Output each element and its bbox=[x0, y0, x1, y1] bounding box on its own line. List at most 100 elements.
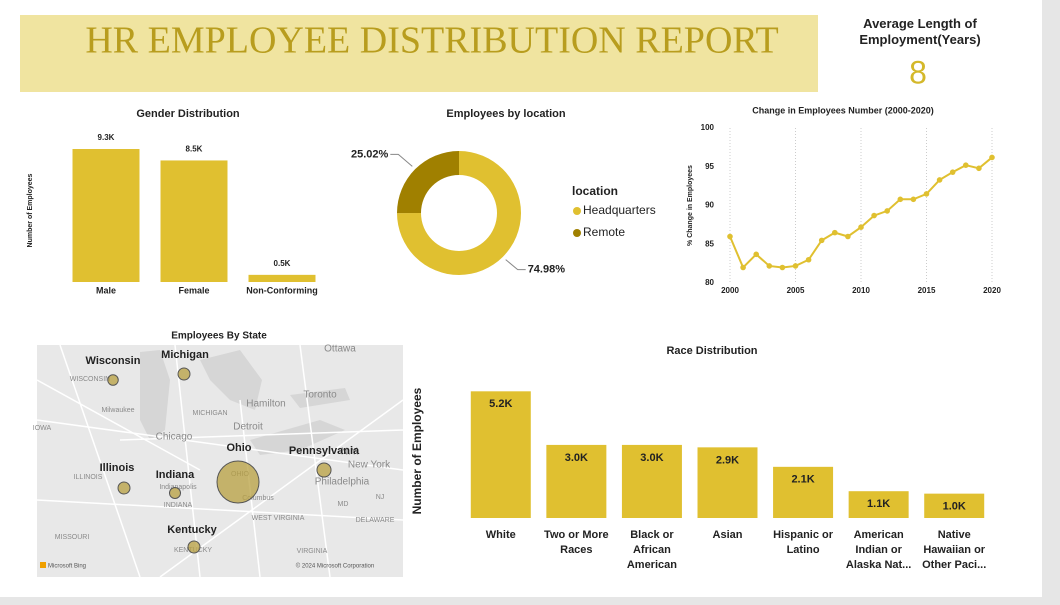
leader-line bbox=[505, 259, 526, 271]
donut-slice bbox=[397, 151, 459, 214]
state-bubble bbox=[168, 486, 182, 500]
y-axis-label: Number of Employees bbox=[410, 387, 424, 514]
state-bubble bbox=[316, 462, 332, 478]
legend-swatch bbox=[573, 207, 581, 215]
road bbox=[159, 399, 404, 578]
title-banner bbox=[20, 15, 818, 92]
chart-title: Race Distribution bbox=[666, 345, 757, 357]
value-label: 9.3K bbox=[98, 133, 115, 142]
map-place-label: NJ bbox=[376, 494, 385, 501]
chart-title: Employees by location bbox=[446, 108, 565, 120]
value-label: 2.1K bbox=[791, 474, 814, 486]
point bbox=[727, 233, 733, 240]
point bbox=[792, 263, 799, 269]
value-label: 5.2K bbox=[489, 398, 512, 410]
map-place-label: Ottawa bbox=[324, 344, 356, 355]
chart-title: Change in Employees Number (2000-2020) bbox=[752, 105, 934, 115]
y-tick-label: 90 bbox=[705, 201, 714, 210]
point bbox=[910, 196, 917, 203]
x-tick-label: Two or More Races bbox=[544, 529, 609, 556]
map-place-label: Detroit bbox=[233, 422, 263, 433]
road bbox=[174, 344, 201, 578]
bar bbox=[848, 491, 909, 518]
bar bbox=[248, 274, 316, 282]
donut-slice bbox=[397, 151, 521, 275]
scroll-gutter bbox=[1042, 0, 1060, 605]
map-place-label: Philadelphia bbox=[315, 477, 370, 488]
bar bbox=[470, 391, 531, 518]
x-tick-label: 2015 bbox=[918, 286, 936, 295]
y-tick-label: 85 bbox=[705, 239, 714, 248]
x-tick-label-box: Native Hawaiian or Other Paci... bbox=[922, 529, 987, 571]
point bbox=[963, 162, 969, 168]
state-bubble bbox=[177, 367, 191, 381]
point bbox=[753, 251, 759, 258]
x-tick-label-box: Asian bbox=[712, 529, 743, 541]
map-place-label: Toronto bbox=[303, 390, 337, 401]
value-label: 3.0K bbox=[640, 452, 663, 464]
state-label: Illinois bbox=[100, 462, 135, 474]
legend-swatch bbox=[573, 229, 581, 237]
map-place-label: ILLINOIS bbox=[74, 474, 103, 481]
point bbox=[884, 208, 890, 214]
point bbox=[923, 191, 930, 197]
value-label: 1.0K bbox=[943, 501, 966, 513]
point bbox=[871, 212, 877, 219]
x-tick-label: Native Hawaiian or Other Paci... bbox=[922, 529, 987, 571]
bar bbox=[773, 466, 834, 518]
value-label: 8.5K bbox=[186, 145, 203, 154]
slice-label: 74.98% bbox=[528, 264, 566, 276]
map-place-label: WEST VIRGINIA bbox=[252, 515, 305, 522]
map-place-label: WISCONSIN bbox=[70, 376, 110, 383]
kpi-value: 8 bbox=[909, 54, 927, 90]
x-tick-label: 2020 bbox=[983, 286, 1001, 295]
y-tick-label: 95 bbox=[705, 162, 714, 171]
map-place-label: VIRGINIA bbox=[297, 548, 328, 555]
map-place-label: MICHIGAN bbox=[193, 410, 228, 417]
point bbox=[740, 264, 746, 271]
state-label: Indiana bbox=[156, 469, 195, 481]
state-bubble bbox=[187, 540, 201, 554]
x-tick-label: 2000 bbox=[721, 286, 739, 295]
map-place-label: New York bbox=[348, 460, 391, 471]
map-place-label: IOWA bbox=[33, 425, 52, 432]
x-tick-label-box: Black or African American bbox=[626, 529, 677, 571]
bar bbox=[546, 444, 607, 518]
value-label: 2.9K bbox=[716, 454, 739, 466]
kpi-label: Average Length of Employment(Years) bbox=[859, 16, 981, 47]
point bbox=[818, 237, 825, 244]
lake bbox=[140, 350, 170, 440]
road bbox=[36, 379, 201, 471]
state-label: Kentucky bbox=[167, 524, 217, 536]
bar bbox=[621, 444, 682, 518]
chart-title: Employees By State bbox=[171, 331, 267, 342]
map-place-label: Columbus bbox=[242, 495, 274, 502]
x-tick-label: Hispanic or Latino bbox=[773, 529, 834, 556]
x-tick-label: Black or African American bbox=[626, 529, 677, 571]
slice-label: 25.02% bbox=[351, 148, 389, 160]
state-bubble bbox=[216, 460, 260, 504]
road bbox=[119, 429, 404, 441]
x-tick-label: White bbox=[485, 529, 516, 541]
x-tick-label: 2005 bbox=[787, 286, 805, 295]
y-axis-label: % Change in Employees bbox=[687, 165, 694, 246]
value-label: 3.0K bbox=[565, 452, 588, 464]
bar bbox=[697, 447, 758, 518]
x-tick-label-box: White bbox=[485, 529, 516, 541]
map-place-label: INDIANA bbox=[164, 502, 193, 509]
road bbox=[299, 344, 331, 578]
chart-title: Gender Distribution bbox=[136, 108, 240, 120]
legend-label: Remote bbox=[583, 225, 625, 239]
state-bubble bbox=[117, 481, 131, 495]
map-place-label: MISSOURI bbox=[55, 534, 90, 541]
state-label: Pennsylvania bbox=[289, 445, 360, 457]
x-tick-label: Asian bbox=[712, 529, 743, 541]
leader-line bbox=[390, 153, 413, 167]
bar bbox=[160, 160, 228, 282]
value-label: 1.1K bbox=[867, 498, 890, 510]
road bbox=[59, 344, 141, 578]
lake bbox=[200, 350, 262, 410]
map-place-label: Chicago bbox=[156, 432, 193, 443]
map-place-label: Indianapolis bbox=[159, 484, 197, 491]
map-place-label: MD bbox=[338, 501, 349, 508]
